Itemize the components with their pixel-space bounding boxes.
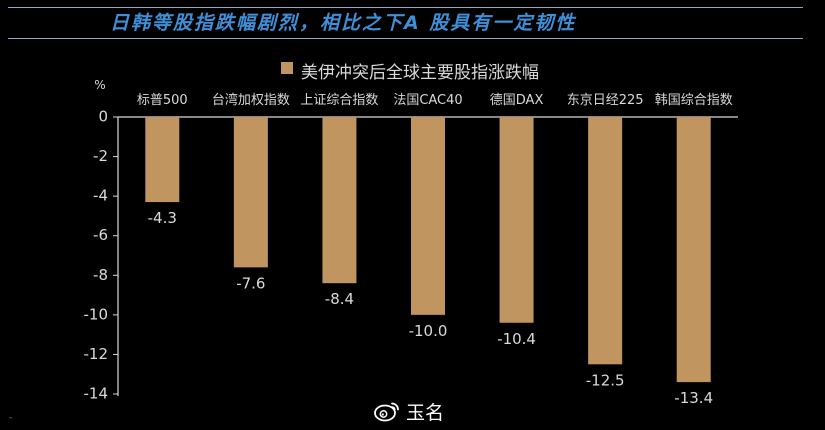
data-label: -8.4 xyxy=(325,290,354,308)
bar xyxy=(145,117,180,203)
x-axis: 标普500 台湾加权指数 上证综合指数 法国CAC40 德国DAX 东京日经225 韩国综合… xyxy=(118,92,738,118)
category-label: 韩国综合指数 xyxy=(655,93,733,108)
bar xyxy=(676,117,711,383)
y-tick-label: -8 xyxy=(93,266,108,284)
bar xyxy=(588,117,623,365)
watermark: 玉名 xyxy=(374,398,444,424)
legend-label: 美伊冲突后全球主要股指涨跌幅 xyxy=(301,63,539,83)
data-label: -13.4 xyxy=(674,389,713,407)
data-label: -10.0 xyxy=(409,322,448,340)
category-label: 德国DAX xyxy=(490,93,544,108)
category-label: 台湾加权指数 xyxy=(212,92,290,108)
y-tick-label: -10 xyxy=(84,305,109,323)
chart-legend: 美伊冲突后全球主要股指涨跌幅 xyxy=(281,62,539,83)
y-tick-label: -6 xyxy=(93,226,108,244)
y-axis: % 0 -2 -4 -6 -8 -10 -12 -14 xyxy=(84,78,119,403)
y-tick-label: -2 xyxy=(93,147,108,165)
category-label: 法国CAC40 xyxy=(393,93,462,108)
category-label: 标普500 xyxy=(137,93,188,108)
data-label: -12.5 xyxy=(586,371,625,389)
header-bottom-rule xyxy=(8,38,803,39)
data-label: -7.6 xyxy=(236,274,265,292)
bar xyxy=(411,117,445,315)
data-label: -10.4 xyxy=(497,330,536,348)
bar-chart: 美伊冲突后全球主要股指涨跌幅 % 0 -2 -4 -6 -8 -10 -12 -14 标普500… xyxy=(84,62,738,407)
y-tick-label: 0 xyxy=(98,108,108,126)
corner-mark: - xyxy=(9,413,13,423)
bar-series: -4.3 -7.6 -8.4 -10.0 -10.4 -12.5 -13.4 xyxy=(145,117,713,407)
page-headline: 日韩等股指跌幅剧烈，相比之下A 股具有一定韧性 xyxy=(110,12,577,34)
bar xyxy=(499,117,534,323)
y-tick-label: -14 xyxy=(84,385,109,403)
watermark-text: 玉名 xyxy=(406,401,445,424)
header-top-rule xyxy=(8,7,803,8)
y-tick-label: -4 xyxy=(93,187,108,205)
category-label: 上证综合指数 xyxy=(300,93,378,108)
legend-swatch xyxy=(281,62,293,74)
bar xyxy=(322,117,357,284)
category-label: 东京日经225 xyxy=(567,93,644,108)
data-label: -4.3 xyxy=(148,209,177,227)
y-axis-unit: % xyxy=(94,78,105,92)
bar xyxy=(233,117,268,268)
weibo-icon xyxy=(374,402,399,422)
y-tick-label: -12 xyxy=(84,345,109,363)
